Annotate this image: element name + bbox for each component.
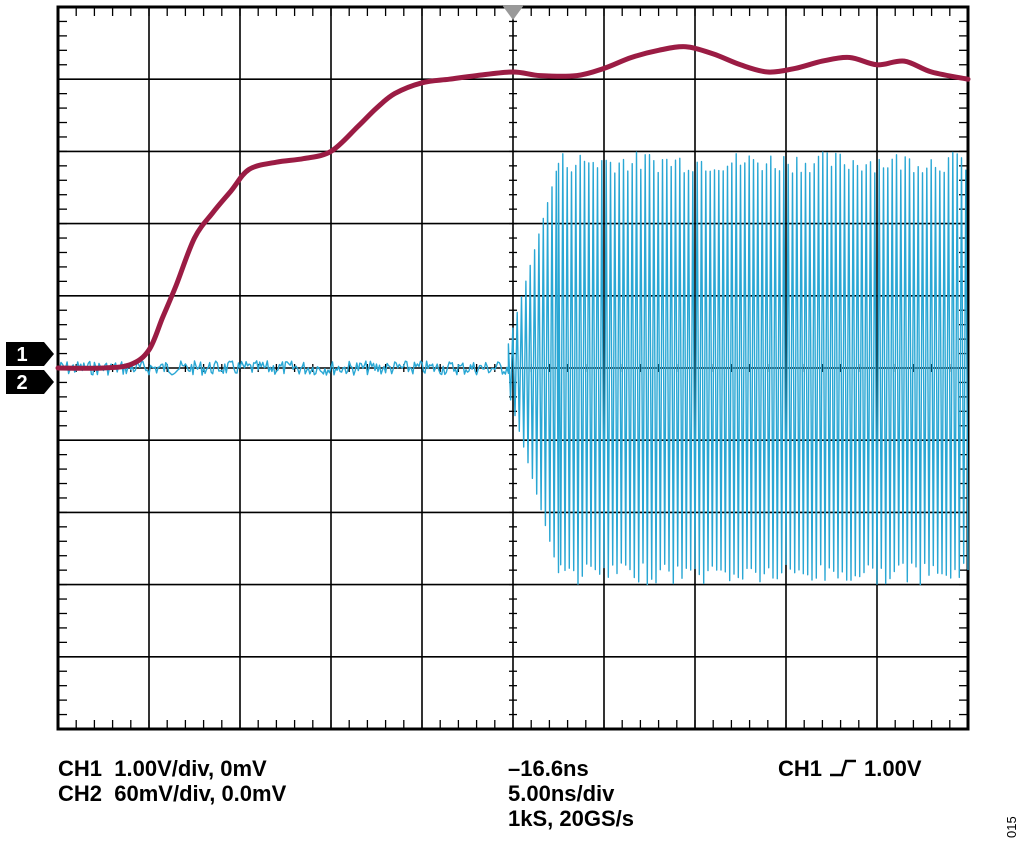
rising-edge-icon [830, 759, 857, 777]
graticule [56, 5, 970, 731]
ch1-setting: 1.00V/div, 0mV [114, 756, 267, 781]
timebase: 5.00ns/div [508, 781, 615, 806]
trigger-position: –16.6ns [508, 756, 589, 781]
trigger-channel: CH1 [778, 756, 823, 781]
trigger-readout: CH1 1.00V [778, 758, 922, 780]
ch1-trace [55, 44, 971, 371]
ch2-trace [57, 151, 969, 586]
trigger-level: 1.00V [864, 756, 922, 781]
ch2-marker-label: 2 [16, 372, 27, 394]
ch1-marker-box [6, 342, 54, 366]
ch2-setting: 60mV/div, 0.0mV [114, 781, 287, 806]
ch1-marker-label: 1 [16, 344, 27, 366]
figure-id: 015 [1004, 816, 1019, 838]
traces [55, 44, 971, 586]
ch2-marker-box [6, 370, 54, 394]
ch2-readout: CH2 60mV/div, 0.0mV [58, 783, 286, 805]
sample-rate: 1kS, 20GS/s [508, 806, 634, 831]
trigger-position-marker [502, 5, 524, 20]
ch1-readout: CH1 1.00V/div, 0mV [58, 758, 267, 780]
channel-markers: 12 [6, 342, 54, 394]
ch2-label: CH2 [58, 781, 103, 806]
ch1-label: CH1 [58, 756, 103, 781]
